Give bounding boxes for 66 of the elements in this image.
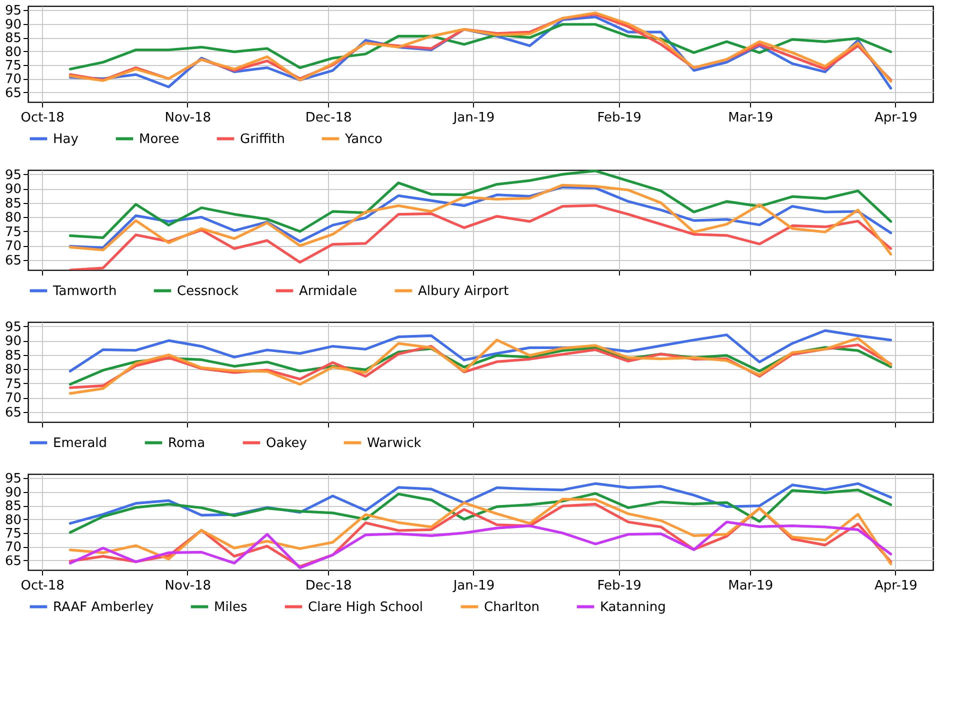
line-series bbox=[68, 23, 892, 70]
x-tick-label: Dec-18 bbox=[305, 110, 352, 126]
x-tick-label: Mar-19 bbox=[728, 578, 774, 594]
y-tick-label: 65 bbox=[4, 86, 22, 101]
x-tick-label: Feb-19 bbox=[597, 110, 642, 126]
y-tick-label: 95 bbox=[4, 472, 22, 487]
line-series bbox=[68, 204, 892, 270]
legend-label: Cessnock bbox=[177, 284, 239, 299]
x-tick-label: Jan-19 bbox=[452, 110, 495, 126]
y-tick-label: 70 bbox=[4, 72, 22, 88]
y-tick-label: 90 bbox=[4, 485, 22, 500]
y-tick-label: 70 bbox=[4, 391, 22, 406]
legend-label: Charlton bbox=[484, 600, 540, 615]
y-tick-label: 75 bbox=[4, 58, 22, 74]
y-tick-label: 85 bbox=[4, 499, 22, 514]
legend-label: Moree bbox=[139, 132, 180, 147]
y-tick-label: 80 bbox=[4, 362, 22, 378]
y-tick-label: 90 bbox=[4, 182, 22, 198]
line-series bbox=[68, 170, 892, 240]
x-tick-label: Jan-19 bbox=[452, 578, 495, 594]
line-series bbox=[68, 520, 892, 570]
line-series bbox=[68, 329, 892, 372]
y-tick-label: 80 bbox=[4, 512, 22, 528]
x-tick-label: Oct-18 bbox=[20, 578, 64, 594]
y-tick-label: 75 bbox=[4, 224, 22, 240]
y-tick-label: 65 bbox=[4, 254, 22, 268]
legend-label: Miles bbox=[214, 600, 248, 615]
legend-label: Roma bbox=[168, 436, 206, 451]
legend-label: RAAF Amberley bbox=[53, 600, 154, 615]
legend-label: Warwick bbox=[367, 436, 422, 451]
legend-label: Tamworth bbox=[52, 284, 117, 299]
legend-label: Katanning bbox=[600, 600, 666, 615]
x-tick-label: Mar-19 bbox=[728, 110, 774, 126]
y-tick-label: 90 bbox=[4, 17, 22, 32]
y-tick-label: 70 bbox=[4, 540, 22, 556]
y-tick-label: 80 bbox=[4, 44, 22, 60]
y-tick-label: 95 bbox=[4, 168, 22, 183]
x-tick-label: Oct-18 bbox=[20, 110, 64, 126]
y-tick-label: 75 bbox=[4, 376, 22, 392]
y-tick-label: 65 bbox=[4, 406, 22, 420]
line-series bbox=[68, 488, 892, 534]
line-series bbox=[68, 336, 892, 395]
legend-label: Griffith bbox=[240, 132, 285, 147]
legend-label: Oakey bbox=[266, 436, 308, 451]
x-tick-label: Nov-18 bbox=[164, 578, 212, 594]
y-tick-label: 85 bbox=[4, 31, 22, 46]
x-tick-label: Feb-19 bbox=[597, 578, 642, 594]
legend-label: Armidale bbox=[299, 284, 358, 299]
y-tick-label: 95 bbox=[4, 320, 22, 335]
legend-label: Albury Airport bbox=[418, 284, 509, 299]
y-tick-label: 70 bbox=[4, 239, 22, 254]
y-tick-label: 95 bbox=[4, 4, 22, 19]
legend-label: Yanco bbox=[344, 132, 383, 147]
legend-label: Clare High School bbox=[308, 600, 424, 615]
legend-label: Emerald bbox=[53, 436, 108, 451]
y-tick-label: 85 bbox=[4, 348, 22, 364]
x-tick-label: Apr-19 bbox=[874, 578, 918, 594]
y-tick-label: 80 bbox=[4, 210, 22, 226]
y-tick-label: 75 bbox=[4, 526, 22, 542]
y-tick-label: 85 bbox=[4, 196, 22, 212]
y-tick-label: 65 bbox=[4, 554, 22, 569]
x-tick-label: Dec-18 bbox=[305, 578, 352, 594]
x-tick-label: Nov-18 bbox=[164, 110, 212, 126]
x-tick-label: Apr-19 bbox=[874, 110, 918, 126]
y-tick-label: 90 bbox=[4, 334, 22, 350]
legend-label: Hay bbox=[53, 132, 79, 147]
